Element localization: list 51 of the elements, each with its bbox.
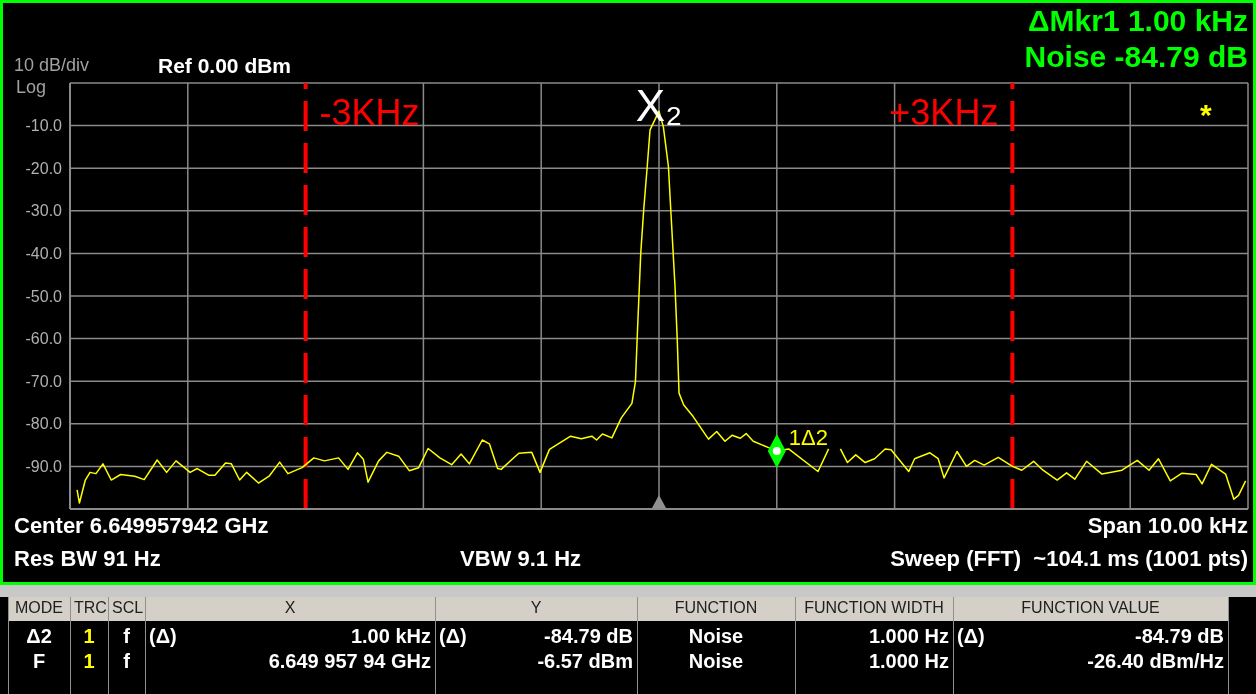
text: Noise xyxy=(687,650,745,672)
text: FUNCTION VALUE xyxy=(1020,599,1161,617)
text: 1 xyxy=(82,650,96,672)
text: Res BW 91 Hz xyxy=(14,546,161,572)
y-tick-label: -60.0 xyxy=(25,330,63,348)
y-tick-label: -80.0 xyxy=(25,415,63,433)
y-tick-label: -30.0 xyxy=(25,202,63,220)
text: Noise xyxy=(687,625,745,647)
text: (Δ) xyxy=(957,625,985,647)
text: FUNCTION xyxy=(673,599,759,617)
text: 10 dB/div xyxy=(14,55,90,76)
text: 1 xyxy=(82,625,96,647)
y-tick-label: -70.0 xyxy=(25,372,63,390)
text: -84.79 dB xyxy=(544,625,633,647)
text: SCL xyxy=(112,599,144,617)
text: X xyxy=(283,599,297,617)
text: Sweep (FFT) ~104.1 ms (1001 pts) xyxy=(890,546,1248,572)
text: Y xyxy=(529,599,543,617)
y-tick-label: -20.0 xyxy=(25,159,63,177)
ref-line-label: -3KHz xyxy=(319,92,420,133)
y-tick-label: -90.0 xyxy=(25,458,63,476)
text: Center 6.649957942 GHz xyxy=(14,513,269,539)
y-tick-label: -40.0 xyxy=(25,245,63,263)
text: Noise -84.79 dB xyxy=(1024,40,1248,73)
text: -26.40 dBm/Hz xyxy=(1086,650,1224,672)
text: FUNCTION WIDTH xyxy=(803,599,945,617)
text: VBW 9.1 Hz xyxy=(460,546,582,572)
text: 1.000 Hz xyxy=(867,625,949,647)
y-tick-label: -10.0 xyxy=(25,117,63,135)
text: (Δ) xyxy=(439,625,467,647)
text: Span 10.00 kHz xyxy=(1087,513,1248,539)
text: f xyxy=(122,650,131,672)
text: Δ2 xyxy=(25,625,53,647)
text: Log xyxy=(16,77,47,98)
annotation: X₂ xyxy=(635,80,683,130)
text: f xyxy=(122,625,131,647)
text: MODE xyxy=(14,599,64,617)
y-tick-label: -50.0 xyxy=(25,287,63,305)
text: TRC xyxy=(74,599,107,617)
ref-line-label: +3KHz xyxy=(889,92,999,133)
text: ΔMkr1 1.00 kHz xyxy=(1027,4,1248,37)
text: F xyxy=(31,650,47,672)
annotation: * xyxy=(1200,98,1212,132)
text: Ref 0.00 dBm xyxy=(158,54,292,78)
text: 6.649 957 94 GHz xyxy=(267,650,431,672)
text: -84.79 dB xyxy=(1135,625,1224,647)
text: 1.00 kHz xyxy=(350,625,431,647)
annotation: 1Δ2 xyxy=(788,425,828,451)
text: (Δ) xyxy=(149,625,177,647)
text: 1.000 Hz xyxy=(867,650,949,672)
text: -6.57 dBm xyxy=(536,650,633,672)
